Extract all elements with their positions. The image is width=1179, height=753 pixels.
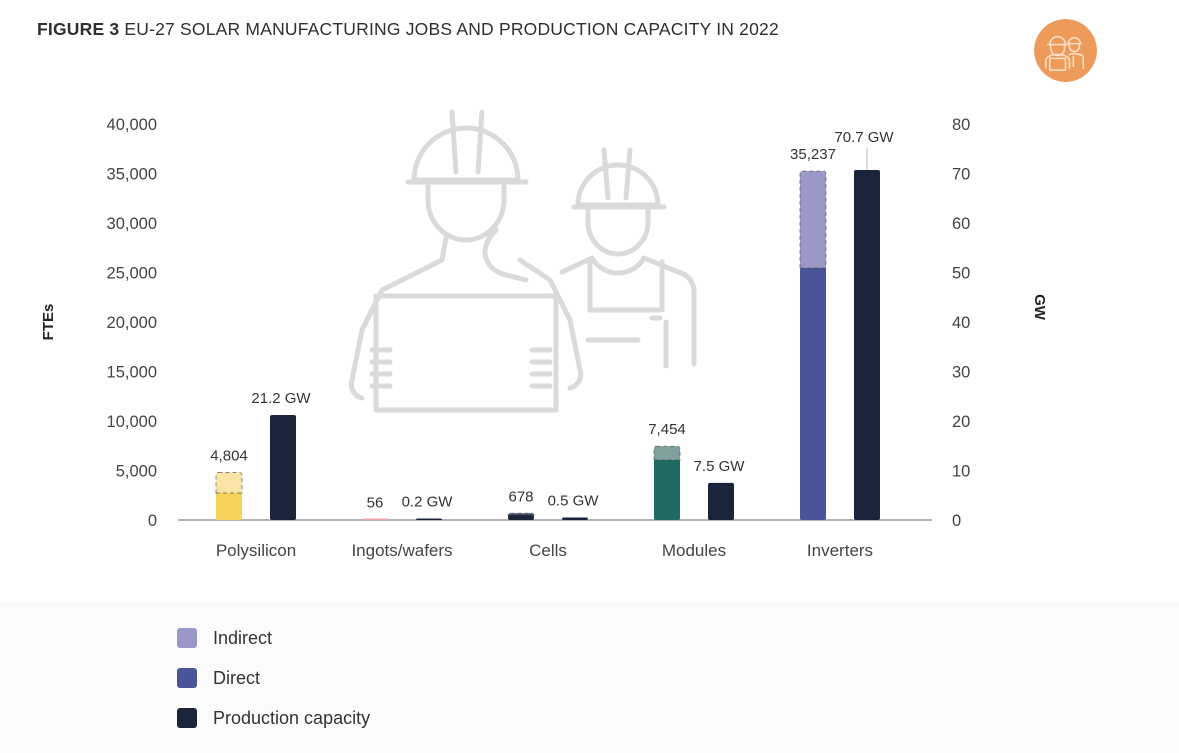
x-category-label: Inverters	[807, 541, 873, 560]
y-left-tick-label: 30,000	[107, 215, 157, 233]
y-right-tick-label: 60	[952, 215, 970, 233]
capacity-value-label: 0.2 GW	[402, 494, 454, 511]
legend-swatch-direct	[177, 668, 197, 688]
jobs-value-label: 56	[367, 494, 384, 511]
bar-capacity	[270, 415, 296, 520]
x-category-label: Modules	[662, 541, 726, 560]
y-left-tick-label: 40,000	[107, 116, 157, 134]
bar-capacity	[708, 482, 734, 520]
bar-capacity	[562, 517, 588, 520]
y-right-tick-label: 50	[952, 265, 970, 283]
y-right-tick-label: 40	[952, 314, 970, 332]
bar-indirect	[799, 170, 827, 271]
y-left-tick-label: 10,000	[107, 413, 157, 431]
y-left-tick-label: 35,000	[107, 166, 157, 184]
y-left-axis-title: FTEs	[40, 304, 57, 341]
legend-label-direct: Direct	[213, 667, 261, 688]
legend-item-indirect: Indirect	[177, 618, 370, 658]
figure-title-text: EU-27 SOLAR MANUFACTURING JOBS AND PRODU…	[124, 19, 779, 39]
capacity-value-label: 7.5 GW	[694, 458, 746, 475]
bar-direct	[216, 492, 242, 520]
legend-item-production-capacity: Production capacity	[177, 698, 370, 738]
bar-direct	[362, 518, 388, 520]
bars	[215, 170, 880, 520]
capacity-value-label: 21.2 GW	[251, 390, 311, 407]
y-left-tick-label: 0	[148, 512, 157, 530]
jobs-value-label: 35,237	[790, 146, 836, 163]
capacity-value-label: 70.7 GW	[834, 129, 894, 146]
capacity-value-label: 0.5 GW	[548, 493, 600, 510]
jobs-value-label: 678	[508, 488, 533, 505]
bar-direct	[800, 268, 826, 520]
figure-label: FIGURE 3	[37, 19, 120, 39]
data-labels: 4,804 21.2 GW 56 0.2 GW 678 0.5 GW 7,454 7.5 GW…	[210, 129, 894, 511]
bar-capacity	[416, 518, 442, 520]
x-category-label: Cells	[529, 541, 567, 560]
bar-direct	[654, 460, 680, 520]
bar-capacity	[854, 170, 880, 520]
y-left-tick-label: 15,000	[107, 364, 157, 382]
legend: Indirect Direct Production capacity	[177, 618, 370, 738]
jobs-value-label: 7,454	[648, 421, 686, 438]
y-left-tick-label: 20,000	[107, 314, 157, 332]
bar-direct	[508, 515, 534, 520]
construction-workers-icon	[1034, 19, 1097, 82]
y-right-tick-label: 20	[952, 413, 970, 431]
bar-chart: 0 5,000 10,000 15,000 20,000 25,000 30,000 35,0…	[40, 109, 1048, 560]
y-right-axis-title: GW	[1031, 294, 1048, 321]
y-right-tick-label: 10	[952, 463, 970, 481]
axes: 0 5,000 10,000 15,000 20,000 25,000 30,000 35,0…	[40, 116, 1048, 560]
y-left-tick-label: 25,000	[107, 265, 157, 283]
y-right-tick-label: 30	[952, 364, 970, 382]
legend-label-indirect: Indirect	[213, 627, 273, 648]
legend-label-production-capacity: Production capacity	[213, 707, 371, 728]
x-category-label: Ingots/wafers	[351, 541, 452, 560]
y-right-tick-label: 0	[952, 512, 961, 530]
jobs-value-label: 4,804	[210, 447, 248, 464]
figure-title: FIGURE 3 EU-27 SOLAR MANUFACTURING JOBS …	[37, 19, 779, 40]
workers-illustration	[348, 109, 697, 413]
y-right-tick-label: 80	[952, 116, 970, 134]
x-category-label: Polysilicon	[216, 541, 296, 560]
bar-indirect	[215, 471, 243, 496]
y-right-tick-label: 70	[952, 166, 970, 184]
legend-item-direct: Direct	[177, 658, 370, 698]
legend-swatch-production-capacity	[177, 708, 197, 728]
y-left-tick-label: 5,000	[116, 463, 157, 481]
legend-swatch-indirect	[177, 628, 197, 648]
